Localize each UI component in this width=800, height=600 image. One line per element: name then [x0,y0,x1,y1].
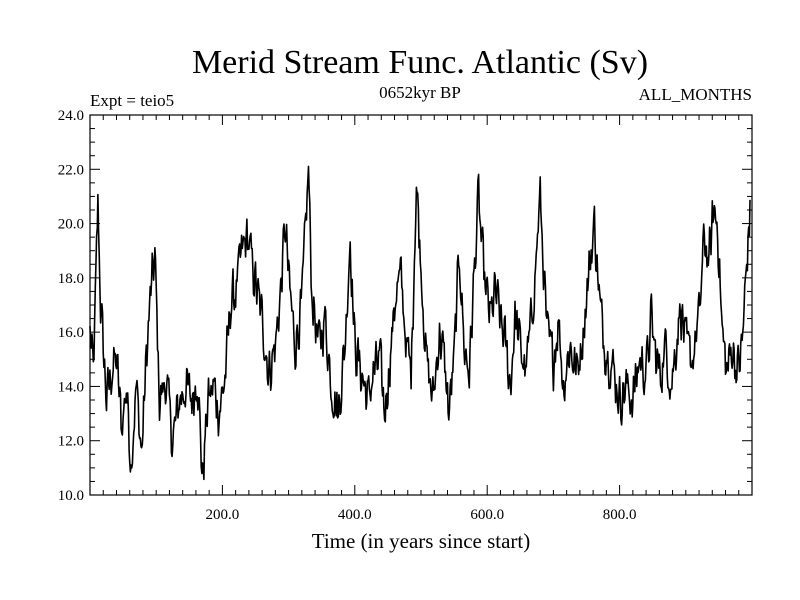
chart-title: Merid Stream Func. Atlantic (Sv) [192,44,648,81]
series-line [89,165,751,481]
axes-layer: 10.0 12.0 14.0 16.0 18.0 20.0 22.0 24.0 200.0 400… [58,108,752,523]
y-tick-label: 12.0 [58,434,84,450]
months-label: ALL_MONTHS [639,85,752,104]
y-tick-label: 24.0 [58,108,84,124]
experiment-label: Expt = teio5 [90,91,174,110]
series-layer [89,165,751,481]
x-tick-label: 400.0 [338,507,372,523]
x-axis-label: Time (in years since start) [312,529,531,553]
plot-frame [89,114,753,496]
y-tick-label: 18.0 [58,271,84,287]
y-tick-label: 16.0 [58,325,84,341]
y-tick-label: 14.0 [58,379,84,395]
period-label: 0652kyr BP [379,83,461,102]
x-tick-label: 600.0 [470,507,504,523]
x-tick-label: 800.0 [603,507,637,523]
y-tick-label: 22.0 [58,162,84,178]
y-tick-label: 10.0 [58,488,84,504]
x-tick-label: 200.0 [206,507,240,523]
y-tick-label: 20.0 [58,217,84,233]
